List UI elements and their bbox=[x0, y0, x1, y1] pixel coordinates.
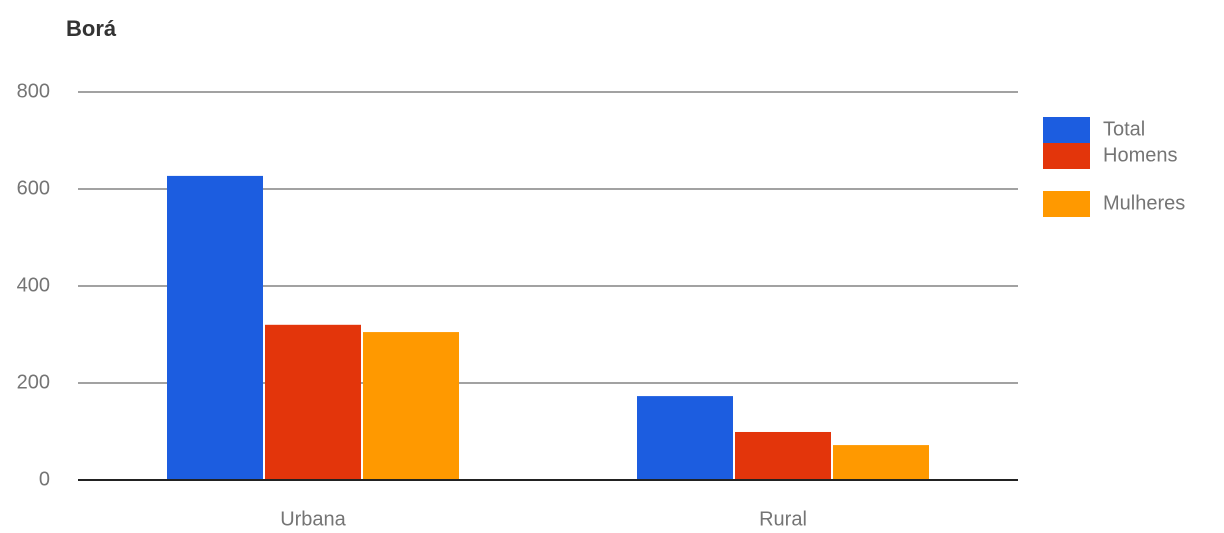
bar bbox=[637, 396, 733, 480]
legend-swatch bbox=[1043, 117, 1090, 143]
bar bbox=[363, 332, 459, 480]
y-tick-label: 200 bbox=[17, 371, 50, 393]
legend-label: Homens bbox=[1103, 144, 1177, 166]
x-tick-label: Urbana bbox=[280, 508, 346, 530]
bar bbox=[167, 175, 263, 480]
y-tick-label: 0 bbox=[39, 468, 50, 490]
bar bbox=[265, 324, 361, 480]
chart-title: Borá bbox=[66, 16, 117, 41]
legend-swatch bbox=[1043, 143, 1090, 169]
bar bbox=[735, 431, 831, 480]
y-tick-label: 600 bbox=[17, 177, 50, 199]
bar bbox=[833, 445, 929, 480]
legend-label: Mulheres bbox=[1103, 192, 1185, 214]
legend-swatch bbox=[1043, 191, 1090, 217]
y-tick-label: 800 bbox=[17, 80, 50, 102]
y-tick-label: 400 bbox=[17, 274, 50, 296]
x-tick-label: Rural bbox=[759, 508, 807, 530]
legend-label: Total bbox=[1103, 118, 1145, 140]
